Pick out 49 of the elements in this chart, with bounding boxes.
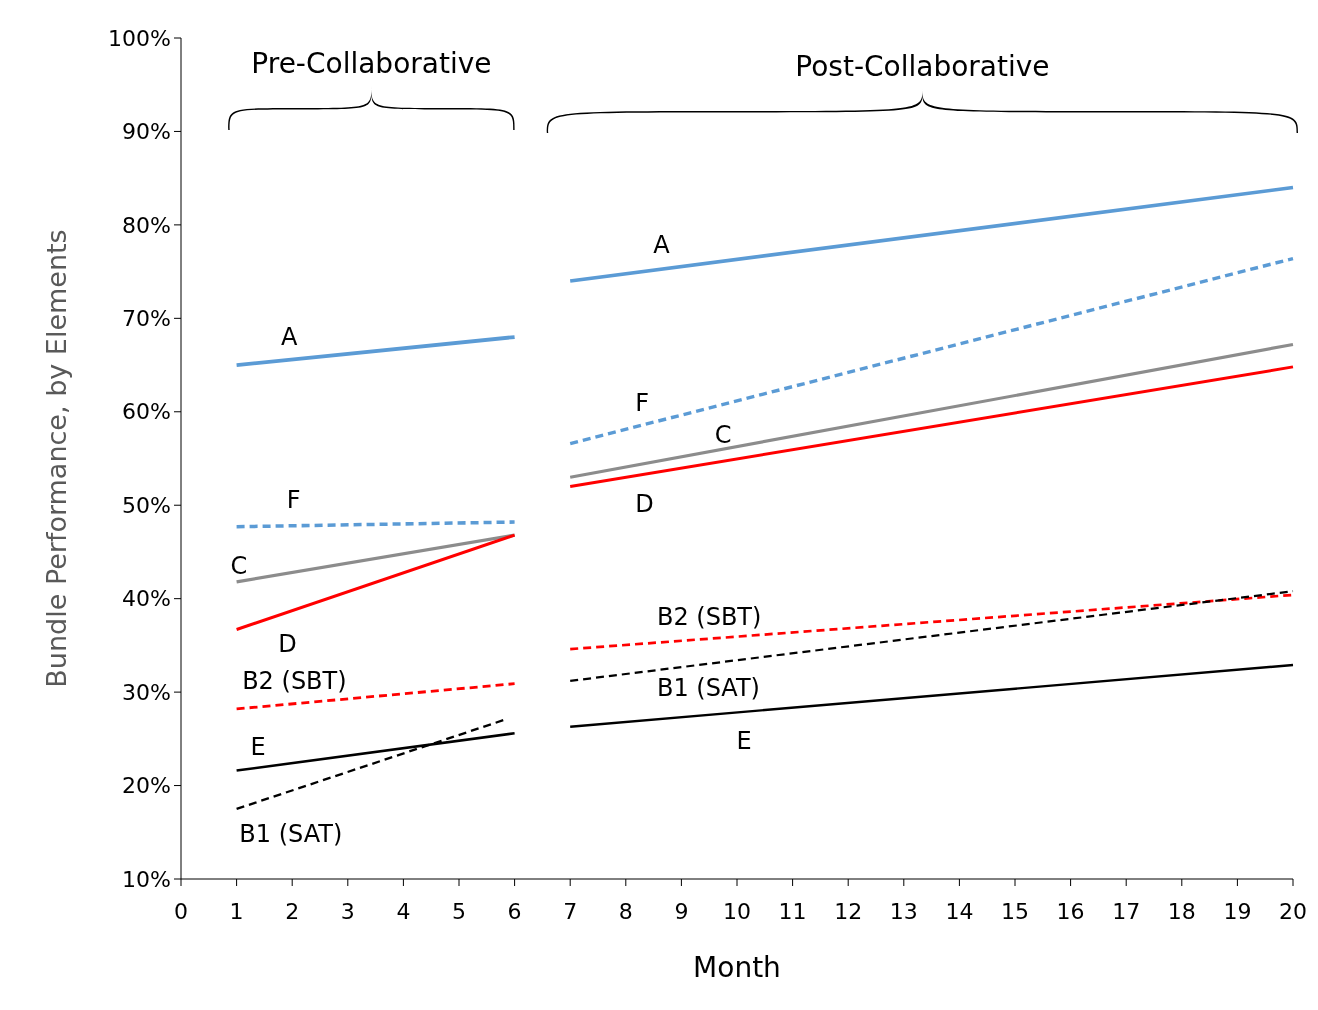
- x-tick-label: 9: [674, 899, 689, 924]
- x-tick-label: 0: [174, 899, 188, 924]
- x-tick-label: 8: [618, 899, 633, 924]
- x-tick-label: 14: [945, 899, 974, 924]
- y-tick-label: 20%: [122, 773, 171, 799]
- series-label: B2 (SBT): [656, 603, 762, 632]
- series-label: D: [278, 629, 297, 658]
- series-label: F: [286, 486, 301, 515]
- y-tick-label: 50%: [122, 492, 171, 518]
- x-tick-label: 5: [452, 899, 466, 924]
- series-label: E: [736, 726, 752, 755]
- x-tick-label: 12: [834, 899, 863, 924]
- x-tick-label: 4: [396, 899, 411, 924]
- y-tick-label: 60%: [122, 399, 171, 425]
- x-tick-label: 18: [1167, 899, 1196, 924]
- y-axis-title: Bundle Performance, by Elements: [41, 229, 72, 688]
- y-tick-label: 100%: [108, 25, 171, 51]
- x-tick-label: 1: [229, 899, 244, 924]
- annotation: Post-Collaborative: [795, 50, 1050, 83]
- x-tick-label: 6: [507, 899, 522, 924]
- x-tick-label: 15: [1001, 899, 1029, 924]
- series-label: C: [714, 421, 732, 450]
- y-tick-label: 90%: [122, 119, 171, 145]
- annotation: Pre-Collaborative: [251, 47, 492, 80]
- x-tick-label: 3: [340, 899, 355, 924]
- series-label: A: [653, 230, 671, 259]
- x-tick-label: 2: [285, 899, 300, 924]
- series-label: B1 (SAT): [239, 820, 343, 849]
- series-label: F: [635, 389, 650, 418]
- x-tick-label: 17: [1112, 899, 1141, 924]
- y-tick-label: 40%: [122, 586, 171, 612]
- series-label: C: [230, 552, 248, 581]
- y-tick-label: 80%: [122, 212, 171, 238]
- x-tick-label: 19: [1223, 899, 1252, 924]
- y-tick-label: 70%: [122, 306, 171, 332]
- x-tick-label: 16: [1056, 899, 1085, 924]
- y-tick-label: 30%: [122, 679, 171, 705]
- series-label: B1 (SAT): [656, 673, 760, 702]
- y-tick-label: 10%: [122, 866, 171, 892]
- x-tick-label: 10: [723, 899, 751, 924]
- x-tick-label: 13: [889, 899, 918, 924]
- series-label: A: [281, 322, 299, 351]
- x-axis-title: Month: [693, 951, 781, 984]
- x-tick-label: 11: [778, 899, 807, 924]
- x-tick-label: 20: [1279, 899, 1307, 924]
- x-tick-label: 7: [563, 899, 578, 924]
- series-label: B2 (SBT): [242, 666, 347, 695]
- series-label: D: [635, 490, 654, 519]
- series-label: E: [250, 733, 266, 762]
